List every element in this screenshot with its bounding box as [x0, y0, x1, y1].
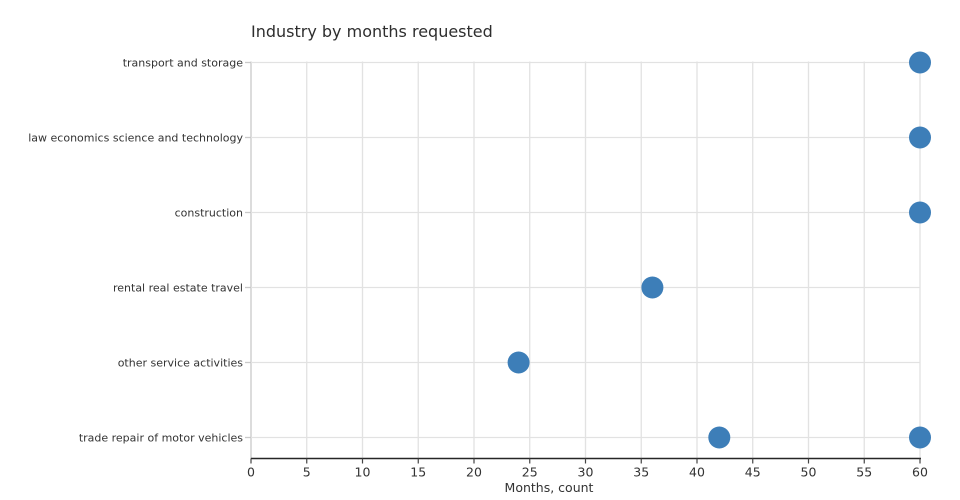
x-tick-label: 10: [355, 465, 371, 480]
x-tick-label: 20: [466, 465, 482, 480]
data-point: [909, 126, 931, 149]
x-tick-label: 5: [303, 465, 311, 480]
x-axis-title: Months, count: [504, 480, 594, 495]
x-tick-label: 0: [247, 465, 255, 480]
x-tick-label: 25: [522, 465, 538, 480]
category-label: transport and storage: [123, 57, 244, 70]
data-point: [909, 426, 931, 449]
data-point: [507, 351, 530, 374]
x-tick-label: 15: [410, 465, 426, 480]
category-label: law economics science and technology: [28, 132, 243, 145]
data-point: [909, 51, 931, 74]
category-label: trade repair of motor vehicles: [79, 432, 243, 445]
category-label: rental real estate travel: [113, 282, 243, 295]
data-point: [909, 201, 931, 224]
x-tick-label: 40: [689, 465, 705, 480]
x-tick-label: 55: [856, 465, 872, 480]
x-tick-label: 30: [578, 465, 594, 480]
data-point: [641, 276, 664, 299]
data-point: [708, 426, 731, 449]
x-tick-label: 50: [801, 465, 817, 480]
x-tick-label: 45: [745, 465, 761, 480]
x-tick-label: 60: [912, 465, 928, 480]
category-label: construction: [175, 207, 243, 220]
chart-title: Industry by months requested: [251, 22, 493, 41]
category-label: other service activities: [118, 357, 244, 370]
x-tick-label: 35: [633, 465, 649, 480]
